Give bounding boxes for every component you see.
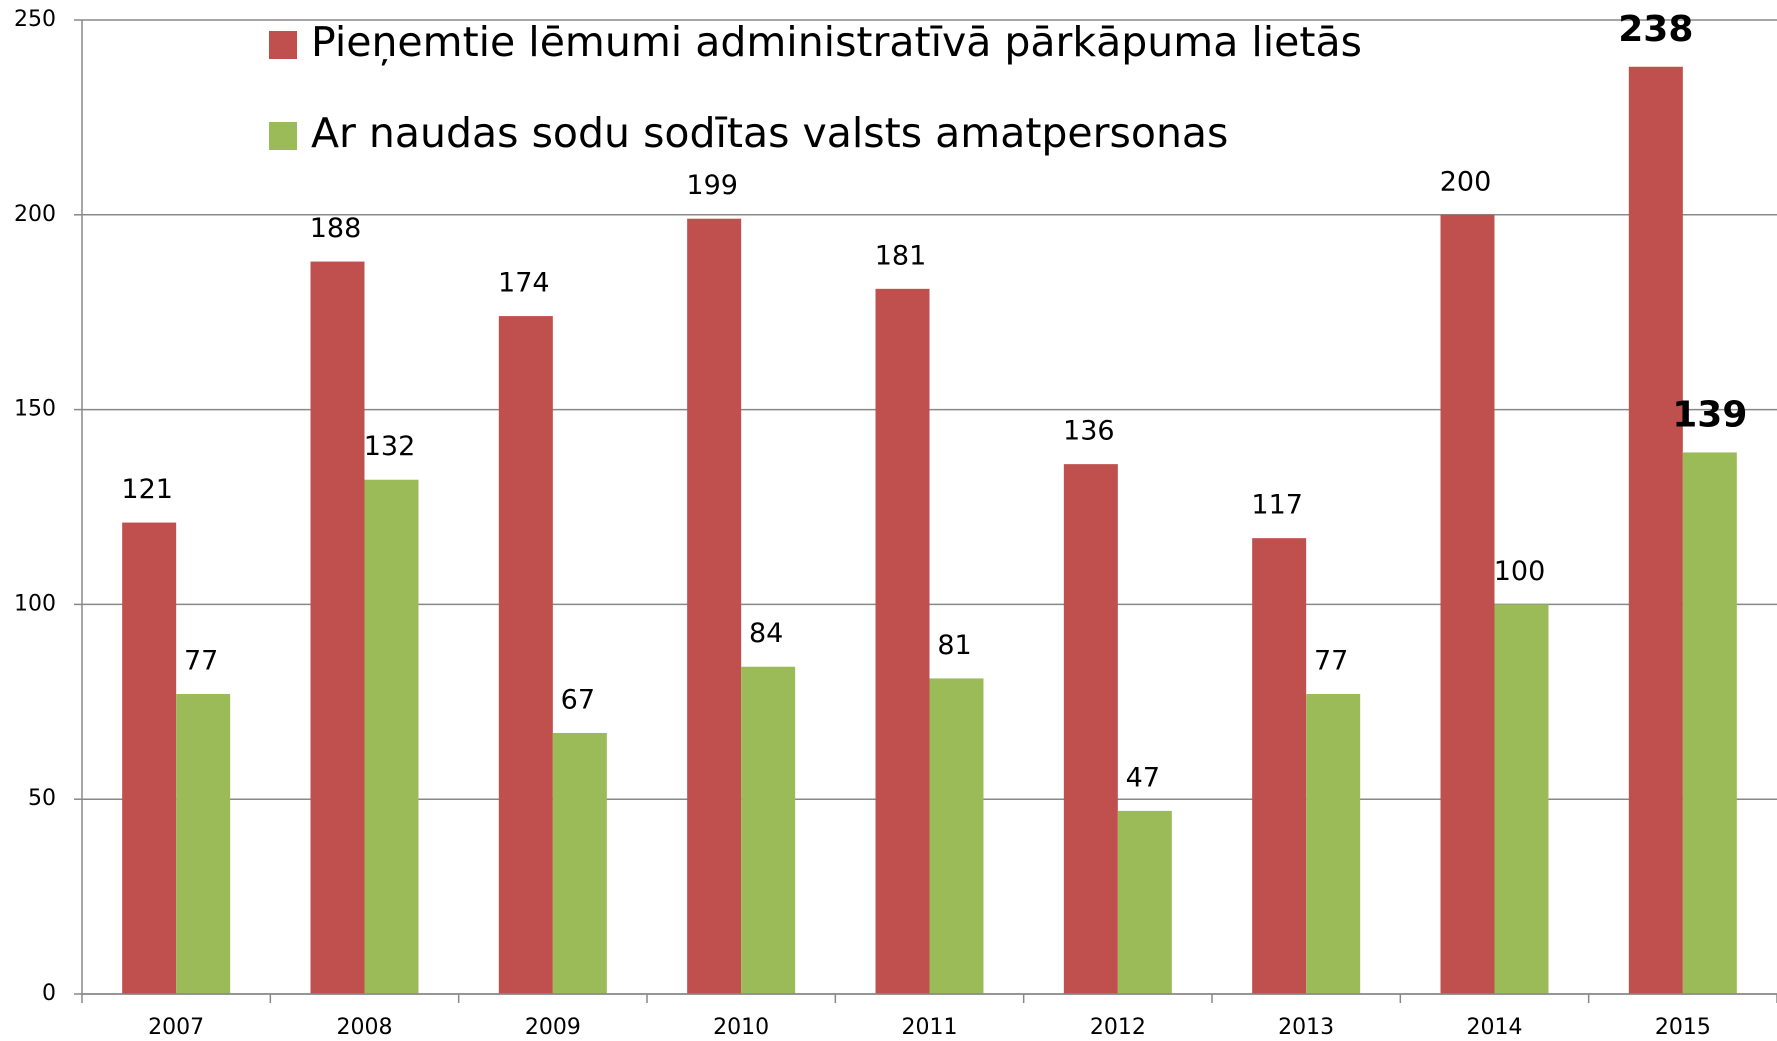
bar (122, 522, 177, 994)
legend-label: Pieņemtie lēmumi administratīvā pārkāpum… (311, 18, 1362, 66)
value-label: 139 (1672, 394, 1747, 435)
y-tick-label: 100 (14, 591, 56, 616)
value-label: 117 (1251, 490, 1303, 521)
x-tick-label: 2007 (148, 1015, 204, 1040)
x-tick-label: 2015 (1655, 1015, 1711, 1040)
bar (1117, 810, 1172, 994)
y-tick-label: 0 (42, 981, 56, 1006)
y-tick-label: 150 (14, 397, 56, 422)
x-tick-label: 2011 (902, 1015, 958, 1040)
y-tick-label: 200 (14, 202, 56, 227)
value-label: 238 (1618, 9, 1693, 50)
value-label: 77 (184, 646, 218, 677)
value-label: 100 (1494, 556, 1546, 587)
y-tick-label: 50 (28, 786, 56, 811)
bar (364, 479, 419, 994)
value-label: 67 (561, 684, 595, 715)
value-label: 81 (937, 630, 971, 661)
value-label: 132 (364, 431, 416, 462)
x-tick-label: 2010 (713, 1015, 769, 1040)
value-label: 77 (1314, 646, 1348, 677)
bar (929, 678, 984, 994)
value-label: 181 (875, 240, 927, 271)
bar (687, 218, 742, 995)
bar (1682, 452, 1737, 994)
x-tick-label: 2014 (1467, 1015, 1523, 1040)
x-tick-label: 2008 (337, 1015, 393, 1040)
bar (1628, 66, 1683, 994)
bar (310, 261, 365, 994)
bar (1494, 604, 1549, 994)
x-tick-label: 2012 (1090, 1015, 1146, 1040)
value-label: 200 (1440, 166, 1492, 197)
value-label: 136 (1063, 416, 1115, 447)
x-tick-label: 2013 (1278, 1015, 1334, 1040)
bar (1252, 538, 1307, 994)
value-label: 199 (686, 170, 738, 201)
legend-swatch (269, 31, 297, 59)
y-tick-label: 250 (14, 7, 56, 32)
value-label: 188 (310, 213, 362, 244)
legend-swatch (269, 122, 297, 150)
bar (875, 288, 930, 995)
bar (1063, 464, 1118, 994)
x-tick-label: 2009 (525, 1015, 581, 1040)
value-label: 121 (121, 474, 173, 505)
value-label: 174 (498, 268, 550, 299)
bar (741, 666, 796, 994)
bar (1306, 694, 1361, 994)
value-label: 84 (749, 618, 783, 649)
bar (1440, 214, 1495, 995)
bar (176, 694, 231, 994)
bar (498, 316, 553, 994)
bar (552, 732, 607, 994)
value-label: 47 (1126, 762, 1160, 793)
legend-label: Ar naudas sodu sodītas valsts amatperson… (311, 109, 1228, 157)
